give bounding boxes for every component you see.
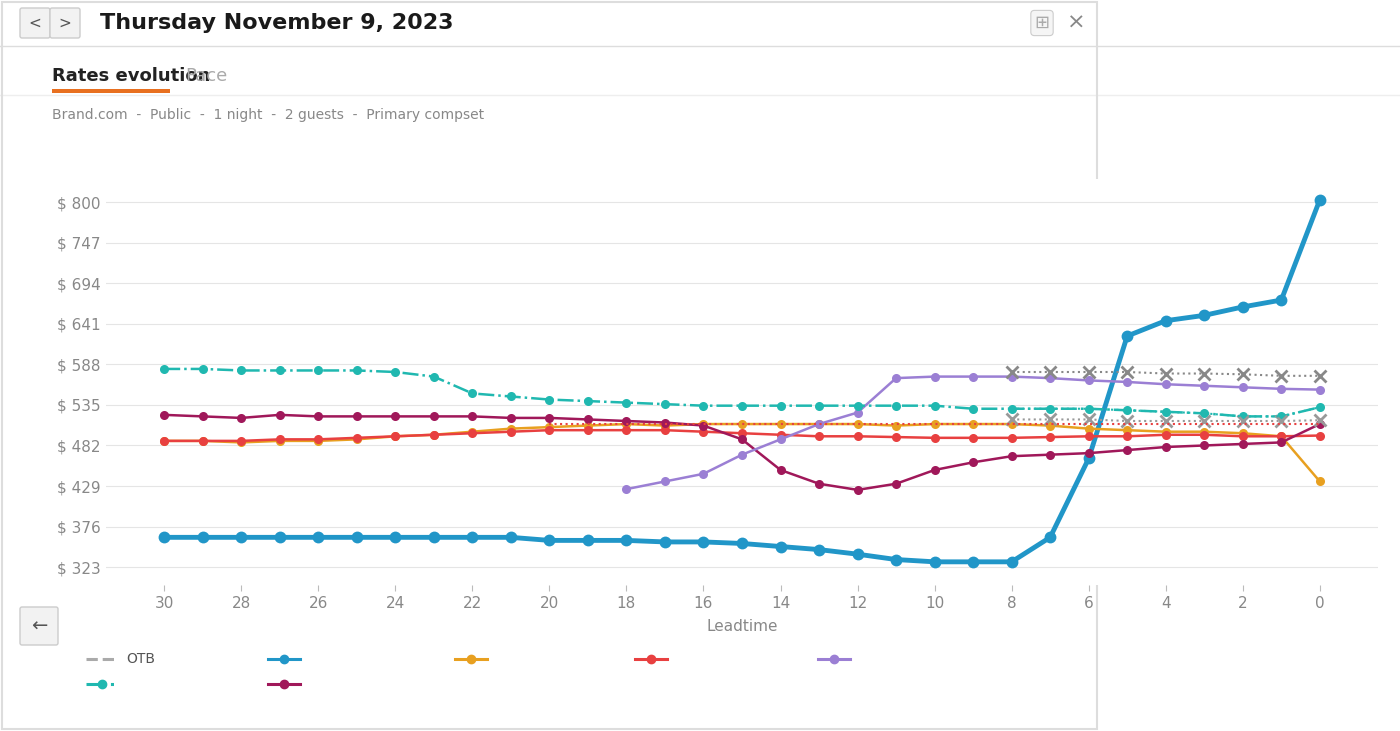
FancyBboxPatch shape [50,8,80,38]
Bar [52,89,169,93]
Text: Rates evolution: Rates evolution [52,67,210,85]
Text: ×: × [1067,13,1085,33]
Text: Pace: Pace [185,67,227,85]
Text: Thursday November 9, 2023: Thursday November 9, 2023 [99,13,454,33]
Text: OTB: OTB [126,652,155,666]
FancyBboxPatch shape [20,607,57,645]
Text: ⊞: ⊞ [1035,14,1050,32]
FancyBboxPatch shape [20,8,50,38]
Text: >: > [59,15,71,31]
Text: <: < [28,15,42,31]
Text: ←: ← [31,616,48,635]
X-axis label: Leadtime: Leadtime [706,619,778,635]
Text: Brand.com  -  Public  -  1 night  -  2 guests  -  Primary compset: Brand.com - Public - 1 night - 2 guests … [52,108,484,122]
